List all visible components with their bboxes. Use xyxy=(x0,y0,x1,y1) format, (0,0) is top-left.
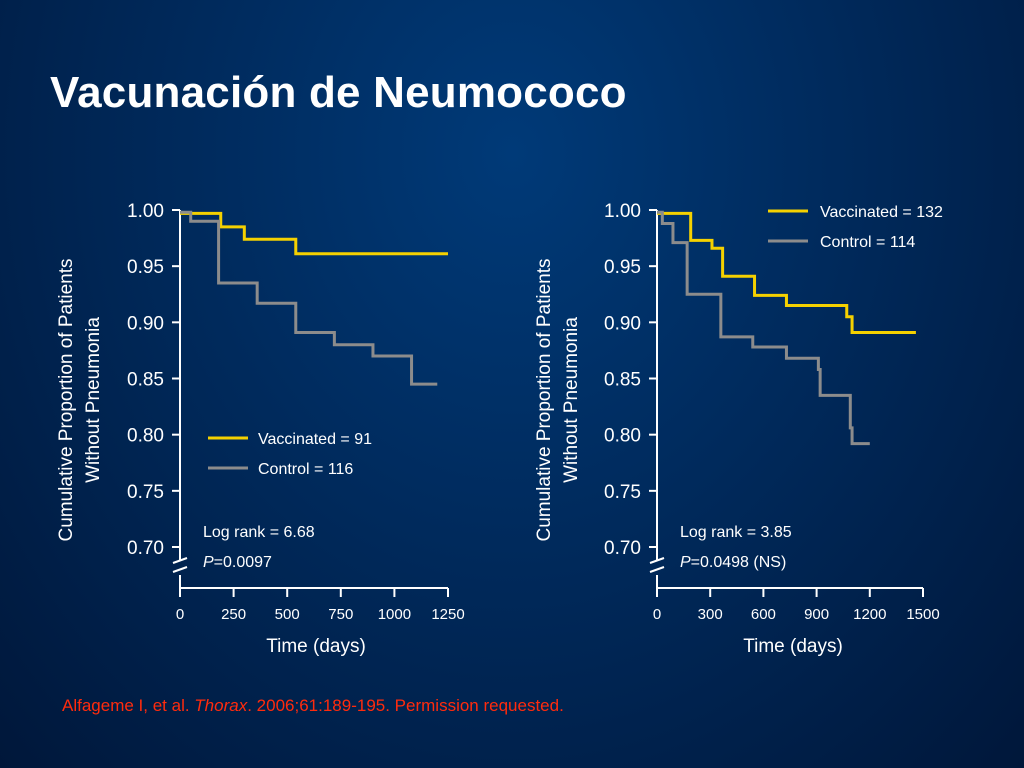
citation: Alfageme I, et al. Thorax. 2006;61:189-1… xyxy=(62,696,564,716)
log-rank-label: Log rank = 6.68 xyxy=(203,524,315,541)
citation-authors: Alfageme I, et al. xyxy=(62,696,195,715)
y-tick-label: 1.00 xyxy=(127,201,164,222)
x-axis-label: Time (days) xyxy=(266,636,366,657)
y-tick-label: 0.80 xyxy=(604,426,641,447)
x-tick-label: 500 xyxy=(275,606,300,623)
y-tick-label: 0.75 xyxy=(604,482,641,503)
log-rank-label: Log rank = 3.85 xyxy=(680,524,792,541)
y-axis-label: Without Pneumonia xyxy=(561,317,582,483)
chart-right: 1.00 0.95 0.90 0.85 0.80 0.75 0.70 0 300 600 900 12… xyxy=(534,201,943,657)
x-tick-label: 600 xyxy=(751,606,776,623)
series-line xyxy=(657,211,916,334)
x-tick-label: 900 xyxy=(804,606,829,623)
x-tick-label: 1200 xyxy=(853,606,886,623)
x-tick-label: 750 xyxy=(328,606,353,623)
y-axis-label: Without Pneumonia xyxy=(83,317,104,483)
x-tick-label: 0 xyxy=(176,606,184,623)
x-tick-label: 300 xyxy=(698,606,723,623)
x-axis-label: Time (days) xyxy=(743,636,843,657)
y-tick-label: 0.85 xyxy=(604,370,641,391)
p-value: =0.0498 (NS) xyxy=(691,554,787,571)
p-value-label: P=0.0498 (NS) xyxy=(680,554,786,571)
axis-break-mark xyxy=(649,557,665,573)
legend-label: Control = 116 xyxy=(258,461,353,478)
citation-details: . 2006;61:189-195. Permission requested. xyxy=(247,696,564,715)
series-line xyxy=(180,210,438,386)
legend-label: Vaccinated = 91 xyxy=(258,431,372,448)
axis-break-mark xyxy=(172,557,188,573)
chart-left: 1.00 0.95 0.90 0.85 0.80 0.75 0.70 0 250 500 750 10… xyxy=(56,201,464,657)
y-tick-label: 0.70 xyxy=(604,538,641,559)
series-line xyxy=(657,210,870,446)
y-axis-label: Cumulative Proportion of Patients xyxy=(534,258,555,541)
x-tick-label: 1250 xyxy=(431,606,464,623)
x-tick-label: 0 xyxy=(653,606,661,623)
p-symbol: P xyxy=(203,554,214,571)
x-tick-label: 1500 xyxy=(906,606,939,623)
y-tick-label: 0.75 xyxy=(127,482,164,503)
x-tick-label: 1000 xyxy=(378,606,411,623)
y-tick-label: 0.95 xyxy=(604,257,641,278)
p-value: =0.0097 xyxy=(214,554,272,571)
y-tick-label: 0.70 xyxy=(127,538,164,559)
citation-journal: Thorax xyxy=(194,696,248,715)
legend-label: Control = 114 xyxy=(820,234,915,251)
legend-label: Vaccinated = 132 xyxy=(820,204,943,221)
p-value-label: P=0.0097 xyxy=(203,554,272,571)
y-axis-label: Cumulative Proportion of Patients xyxy=(56,258,77,541)
y-tick-label: 0.85 xyxy=(127,370,164,391)
y-tick-label: 0.80 xyxy=(127,426,164,447)
y-tick-label: 0.90 xyxy=(127,313,164,334)
p-symbol: P xyxy=(680,554,691,571)
series-line xyxy=(180,211,448,256)
slide-title: Vacunación de Neumococo xyxy=(50,68,627,117)
y-tick-label: 1.00 xyxy=(604,201,641,222)
x-tick-label: 250 xyxy=(221,606,246,623)
y-tick-label: 0.90 xyxy=(604,313,641,334)
y-tick-label: 0.95 xyxy=(127,257,164,278)
